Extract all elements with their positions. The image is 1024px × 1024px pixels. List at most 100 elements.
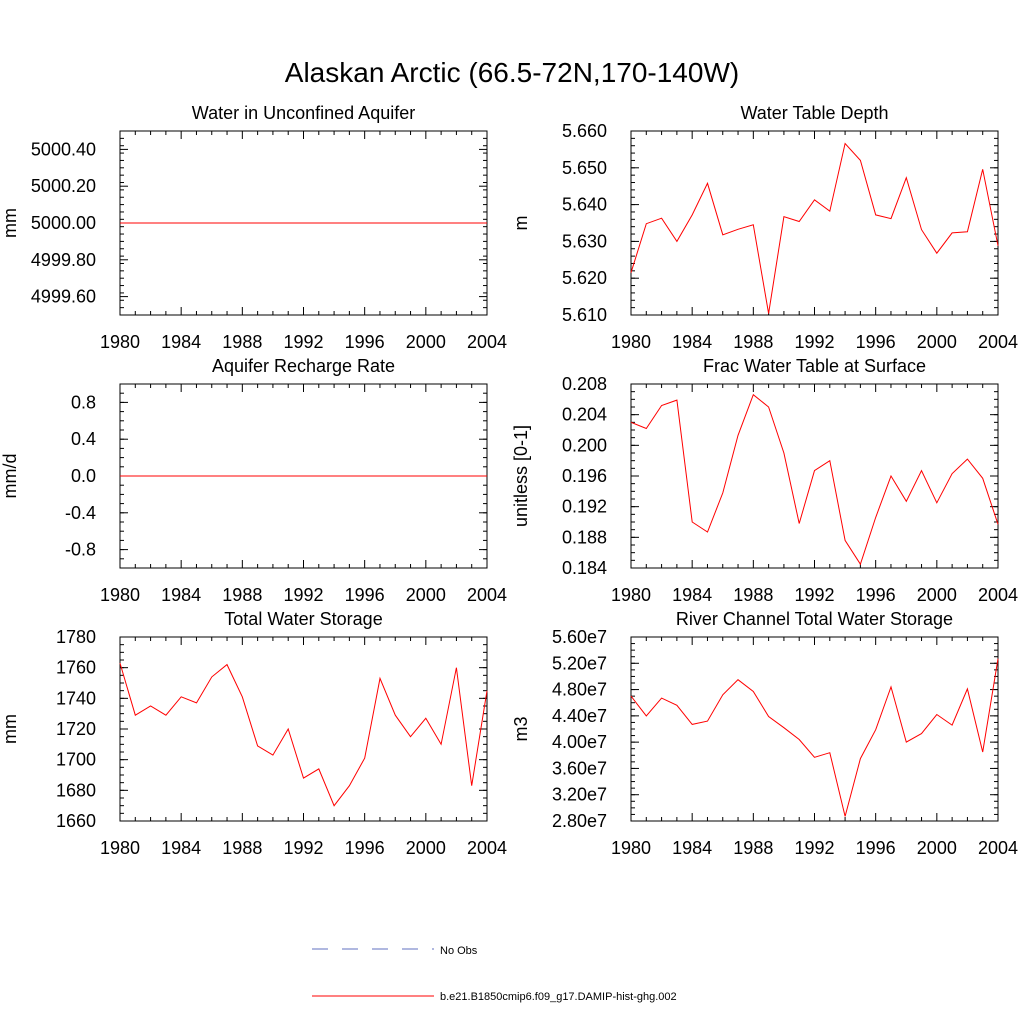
y-tick-label: 1660 [56,811,96,831]
y-tick-label: 0.200 [562,435,607,455]
y-axis-label: unitless [0-1] [511,425,531,527]
x-tick-label: 2004 [467,585,507,605]
y-tick-label: 0.208 [562,374,607,394]
x-tick-label: 1980 [611,332,651,352]
x-tick-label: 1996 [856,838,896,858]
x-tick-label: 1996 [345,838,385,858]
y-tick-label: 0.188 [562,527,607,547]
panels-group: Water in Unconfined Aquifer mm 1980 1984 198… [0,103,1018,858]
x-tick-label: 1980 [611,838,651,858]
chart-panel-6: River Channel Total Water Storage m3 1980 1… [511,609,1018,858]
y-tick-label: 3.20e7 [552,785,607,805]
x-tick-label: 1988 [222,838,262,858]
y-tick-label: 5.640 [562,195,607,215]
x-tick-label: 1984 [161,585,201,605]
series-line [630,658,999,817]
x-tick-label: 1980 [611,585,651,605]
y-tick-label: 0.196 [562,466,607,486]
x-tick-label: 1980 [100,838,140,858]
plot-frame [630,636,999,822]
plot-frame [630,130,999,316]
y-tick-label: 5.60e7 [552,627,607,647]
y-tick-label: 5.650 [562,158,607,178]
x-tick-label: 1988 [733,838,773,858]
x-tick-label: 1996 [345,585,385,605]
y-axis-label: mm [0,208,20,238]
panel-title: River Channel Total Water Storage [676,609,953,629]
x-tick-label: 1984 [161,838,201,858]
x-tick-label: 1988 [733,585,773,605]
x-tick-label: 1984 [672,332,712,352]
x-tick-label: 1988 [733,332,773,352]
x-tick-label: 1984 [672,838,712,858]
y-tick-label: -0.8 [65,540,96,560]
x-tick-label: 2004 [467,332,507,352]
x-tick-label: 1992 [283,838,323,858]
x-tick-label: 2000 [406,838,446,858]
y-tick-label: 0.8 [71,392,96,412]
y-tick-label: 5000.20 [31,176,96,196]
x-tick-label: 2000 [917,838,957,858]
y-tick-label: 5.630 [562,231,607,251]
figure-title: Alaskan Arctic (66.5-72N,170-140W) [285,57,739,88]
y-tick-label: 5000.40 [31,139,96,159]
x-tick-label: 1992 [794,585,834,605]
series-line [630,142,999,314]
y-axis-label: mm [0,714,20,744]
panel-title: Water in Unconfined Aquifer [192,103,415,123]
x-tick-label: 1992 [794,332,834,352]
x-tick-label: 1980 [100,585,140,605]
y-tick-label: 1700 [56,750,96,770]
x-tick-label: 1996 [856,332,896,352]
y-tick-label: 4.80e7 [552,680,607,700]
x-tick-label: 1984 [161,332,201,352]
x-tick-label: 1996 [856,585,896,605]
series-line [119,662,488,807]
x-tick-label: 1980 [100,332,140,352]
y-tick-label: 5.610 [562,305,607,325]
x-tick-label: 1988 [222,585,262,605]
panel-title: Total Water Storage [224,609,382,629]
x-tick-label: 2000 [917,332,957,352]
y-tick-label: 4.40e7 [552,706,607,726]
y-axis-label: mm/d [0,454,20,499]
x-tick-label: 2004 [978,838,1018,858]
panel-title: Water Table Depth [740,103,888,123]
y-tick-label: 1680 [56,780,96,800]
x-tick-label: 1988 [222,332,262,352]
y-tick-label: 5.660 [562,121,607,141]
y-tick-label: 3.60e7 [552,758,607,778]
panel-title: Aquifer Recharge Rate [212,356,395,376]
x-tick-label: 1992 [283,332,323,352]
legend-label-no-obs: No Obs [440,945,478,957]
y-axis-label: m [511,216,531,231]
y-tick-label: 0.0 [71,466,96,486]
y-tick-label: 0.204 [562,405,607,425]
y-tick-label: 5000.00 [31,213,96,233]
x-tick-label: 1992 [283,585,323,605]
x-tick-label: 2004 [467,838,507,858]
legend: No Obs b.e21.B1850cmip6.f09_g17.DAMIP-hi… [312,945,677,1003]
series-line [630,393,999,566]
chart-panel-2: Water Table Depth m 1980 1984 1988 1992 1996 20… [511,103,1018,352]
y-tick-label: 4999.80 [31,250,96,270]
chart-panel-4: Frac Water Table at Surface unitless [0-1… [511,356,1018,605]
x-tick-label: 2004 [978,332,1018,352]
y-tick-label: 1740 [56,688,96,708]
y-tick-label: -0.4 [65,503,96,523]
y-tick-label: 1780 [56,627,96,647]
x-tick-label: 2000 [917,585,957,605]
chart-panel-5: Total Water Storage mm 1980 1984 1988 1992 199… [0,609,507,858]
y-tick-label: 1760 [56,658,96,678]
chart-panel-1: Water in Unconfined Aquifer mm 1980 1984 198… [0,103,507,352]
panel-title: Frac Water Table at Surface [703,356,926,376]
x-tick-label: 2004 [978,585,1018,605]
legend-label-model: b.e21.B1850cmip6.f09_g17.DAMIP-hist-ghg.… [440,991,677,1003]
x-tick-label: 2000 [406,332,446,352]
y-tick-label: 0.4 [71,429,96,449]
x-tick-label: 2000 [406,585,446,605]
x-tick-label: 1992 [794,838,834,858]
y-tick-label: 1720 [56,719,96,739]
x-tick-label: 1984 [672,585,712,605]
